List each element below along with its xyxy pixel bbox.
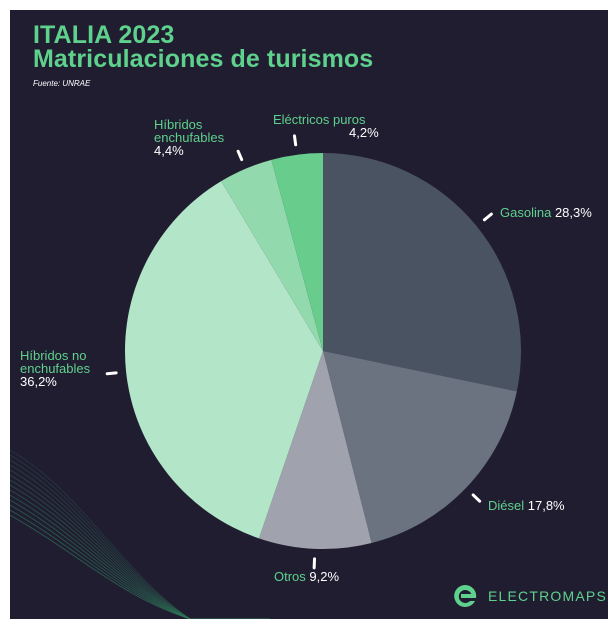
- slice-name-label: enchufables: [154, 130, 225, 145]
- slice-name-label: Híbridos: [154, 117, 203, 132]
- pie-chart: Gasolina 28,3% Diésel 17,8% Otros 9,2% Híbr…: [10, 112, 592, 619]
- title-line2: Matriculaciones de turismos: [33, 45, 374, 73]
- infographic-card: ITALIA 2023 Matriculaciones de turismos …: [10, 10, 608, 619]
- slice-tick: [105, 371, 118, 376]
- slice-label: Híbridos no enchufables 36,2%: [20, 348, 91, 389]
- pie-slice-otros: [258, 351, 372, 550]
- slice-tick: [292, 134, 298, 147]
- slice-label: Eléctricos puros 4,2%: [273, 112, 379, 140]
- slice-label: Híbridos enchufables 4,4%: [154, 117, 225, 158]
- slice-value-label: 4,2%: [349, 125, 379, 140]
- slice-value-label: 4,4%: [154, 143, 184, 158]
- slice-name-label: Diésel: [488, 498, 524, 513]
- slice-name-label: Gasolina: [500, 205, 552, 220]
- pie-slice-diésel: [323, 351, 517, 543]
- brand-logo: ELECTROMAPS: [452, 583, 607, 609]
- slice-name-label: Eléctricos puros: [273, 112, 366, 127]
- slice-label: Gasolina 28,3%: [500, 205, 592, 220]
- slice-value-label: 36,2%: [20, 374, 57, 389]
- pie-slice-híbridos-enchufables: [221, 159, 323, 351]
- slice-value-label: 17,8%: [528, 498, 565, 513]
- slice-tick: [236, 149, 244, 162]
- brand-name: ELECTROMAPS: [488, 588, 607, 604]
- slice-tick: [471, 493, 482, 503]
- decorative-waves: [10, 449, 270, 619]
- slice-name-label: Otros: [274, 569, 306, 584]
- pie-slice-gasolina: [323, 153, 521, 392]
- slice-value-label: 28,3%: [555, 205, 592, 220]
- pie-slice-eléctricos-puros: [271, 153, 323, 351]
- pie-slice-híbridos-no-enchufables: [124, 181, 323, 539]
- slice-label: Otros 9,2%: [274, 569, 339, 584]
- slice-name-label: Híbridos no: [20, 348, 86, 363]
- source-note: Fuente: UNRAE: [33, 79, 91, 88]
- electromaps-e-logo-icon: [454, 584, 477, 607]
- slice-label: Diésel 17,8%: [488, 498, 565, 513]
- slice-value-label: 9,2%: [309, 569, 339, 584]
- slice-name-label: enchufables: [20, 361, 91, 376]
- slice-tick: [482, 212, 493, 222]
- title-line1: ITALIA 2023: [33, 21, 175, 49]
